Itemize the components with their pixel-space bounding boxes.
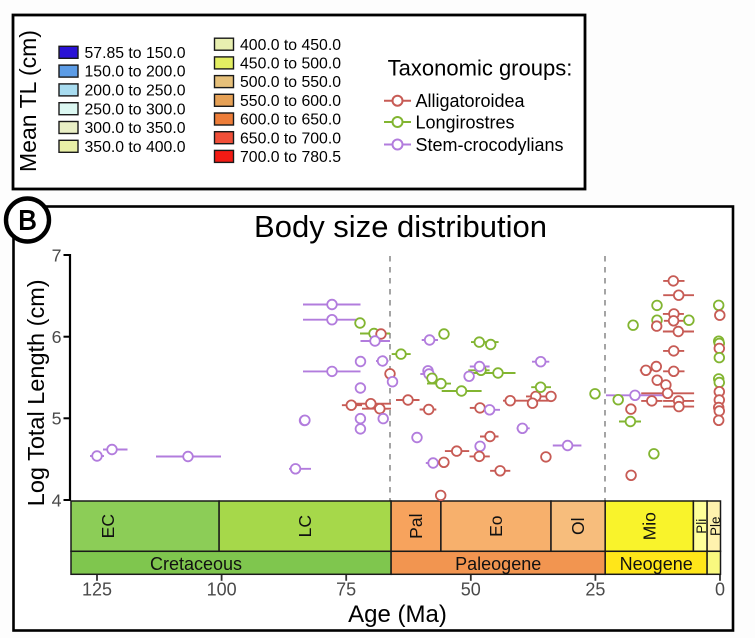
svg-text:57.85 to 150.0: 57.85 to 150.0 xyxy=(85,45,186,62)
svg-text:25: 25 xyxy=(585,580,605,600)
svg-text:Pal: Pal xyxy=(406,514,426,539)
svg-text:Eo: Eo xyxy=(486,515,506,536)
svg-text:Ple: Ple xyxy=(708,516,723,536)
svg-text:500.0 to 550.0: 500.0 to 550.0 xyxy=(240,74,341,91)
svg-text:Alligatoroidea: Alligatoroidea xyxy=(416,91,526,111)
svg-text:7: 7 xyxy=(52,245,62,265)
svg-text:150.0 to 200.0: 150.0 to 200.0 xyxy=(85,64,186,81)
svg-text:Body size distribution: Body size distribution xyxy=(254,209,547,244)
svg-text:100: 100 xyxy=(207,580,237,600)
svg-text:B: B xyxy=(18,205,37,236)
svg-text:450.0 to 500.0: 450.0 to 500.0 xyxy=(240,56,341,73)
svg-text:350.0 to 400.0: 350.0 to 400.0 xyxy=(85,139,186,156)
svg-text:600.0 to 650.0: 600.0 to 650.0 xyxy=(240,112,341,129)
svg-text:Age (Ma): Age (Ma) xyxy=(348,601,447,628)
svg-text:Stem-crocodylians: Stem-crocodylians xyxy=(416,135,564,155)
svg-text:250.0 to 300.0: 250.0 to 300.0 xyxy=(85,101,186,118)
svg-text:Taxonomic groups:: Taxonomic groups: xyxy=(388,56,573,81)
svg-text:Longirostres: Longirostres xyxy=(416,112,515,132)
svg-text:Mio: Mio xyxy=(639,512,659,540)
svg-text:4: 4 xyxy=(52,490,62,510)
svg-text:EC: EC xyxy=(98,514,118,538)
svg-text:Log Total Length (cm): Log Total Length (cm) xyxy=(23,279,49,506)
svg-text:700.0 to 780.5: 700.0 to 780.5 xyxy=(240,149,341,166)
svg-text:125: 125 xyxy=(82,580,112,600)
svg-text:200.0 to 250.0: 200.0 to 250.0 xyxy=(85,83,186,100)
svg-text:550.0 to 600.0: 550.0 to 600.0 xyxy=(240,93,341,110)
svg-text:5: 5 xyxy=(52,409,62,429)
svg-text:Cretaceous: Cretaceous xyxy=(150,554,242,574)
svg-text:75: 75 xyxy=(336,580,356,600)
svg-text:Pli: Pli xyxy=(694,519,709,534)
svg-text:0: 0 xyxy=(715,580,725,600)
svg-text:400.0 to 450.0: 400.0 to 450.0 xyxy=(240,37,341,54)
svg-text:50: 50 xyxy=(461,580,481,600)
svg-text:Mean TL (cm): Mean TL (cm) xyxy=(15,30,41,172)
svg-text:6: 6 xyxy=(52,327,62,347)
svg-text:650.0 to 700.0: 650.0 to 700.0 xyxy=(240,130,341,147)
svg-text:LC: LC xyxy=(295,515,315,537)
svg-text:Ol: Ol xyxy=(568,517,588,535)
svg-text:Neogene: Neogene xyxy=(620,554,693,574)
svg-text:Paleogene: Paleogene xyxy=(455,554,541,574)
svg-text:300.0 to 350.0: 300.0 to 350.0 xyxy=(85,120,186,137)
